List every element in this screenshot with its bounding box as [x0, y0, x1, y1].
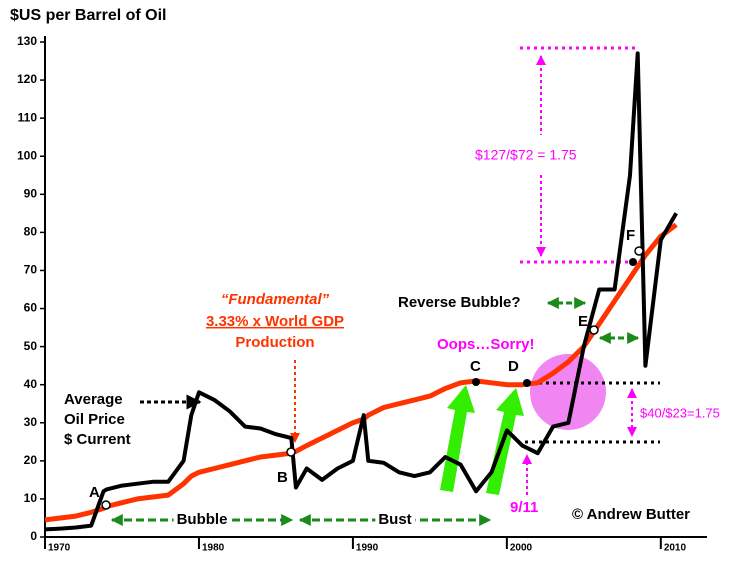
annotation: $40/$23=1.75: [640, 405, 720, 420]
point-marker: [286, 447, 296, 457]
x-tick-label: 1980: [202, 543, 225, 554]
annotation: 3.33% x World GDP: [206, 313, 344, 330]
y-tick-label: 0: [30, 529, 37, 543]
annotation: $127/$72 = 1.75: [475, 147, 577, 163]
y-tick-label: 120: [17, 72, 37, 86]
x-tick-label: 1990: [356, 543, 379, 554]
y-tick-label: 10: [24, 491, 38, 505]
annotation: Average: [64, 391, 123, 408]
y-tick-label: 30: [24, 415, 38, 429]
point-label: A: [89, 484, 100, 501]
point-label: D: [508, 358, 519, 375]
annotation: Bubble: [177, 511, 228, 528]
point-label: B: [277, 469, 288, 486]
point-marker: [523, 379, 531, 387]
point-marker: [101, 500, 111, 510]
y-tick-label: 20: [24, 453, 38, 467]
point-label: E: [578, 313, 588, 330]
y-tick-label: 130: [17, 34, 37, 48]
annotations: A B C D E F Average Oil Price $ Current …: [64, 147, 720, 532]
point-label: C: [470, 358, 481, 375]
y-tick-label: 80: [24, 225, 38, 239]
annotation: Oil Price: [64, 411, 125, 428]
annotation: Reverse Bubble?: [398, 294, 521, 311]
price-line: [44, 51, 678, 532]
y-tick-label: 40: [24, 377, 38, 391]
big-arrow: [440, 385, 475, 492]
y-tick-label: 110: [18, 110, 38, 124]
x-tick-label: 2010: [664, 543, 687, 554]
annotation: Oops…Sorry!: [437, 336, 535, 353]
point-markers: [101, 246, 644, 510]
annotation: “Fundamental”: [221, 291, 330, 308]
point-marker: [629, 258, 637, 266]
annotation: © Andrew Butter: [572, 506, 690, 523]
chart-title: $US per Barrel of Oil: [10, 7, 167, 24]
y-tick-label: 70: [24, 263, 38, 277]
annotation: Production: [235, 334, 314, 351]
axes: 0 10 20 30 40 50 60 70 80 90 100 110 120 130 1970 1980 1…: [17, 34, 707, 554]
y-tick-label: 100: [17, 148, 37, 162]
y-tick-label: 60: [24, 301, 38, 315]
point-marker: [472, 378, 480, 386]
annotation: Bust: [378, 511, 411, 528]
annotation: 9/11: [510, 499, 538, 516]
plot-area: [44, 51, 678, 532]
point-marker: [634, 246, 644, 256]
fundamental-line: [44, 222, 678, 523]
big-arrow: [486, 388, 524, 495]
x-tick-label: 2000: [510, 543, 533, 554]
y-tick-label: 50: [24, 339, 38, 353]
annotation: $ Current: [64, 431, 131, 448]
y-tick-label: 90: [24, 186, 38, 200]
x-tick-label: 1970: [48, 543, 71, 554]
point-label: F: [626, 227, 635, 244]
point-marker: [589, 325, 599, 335]
